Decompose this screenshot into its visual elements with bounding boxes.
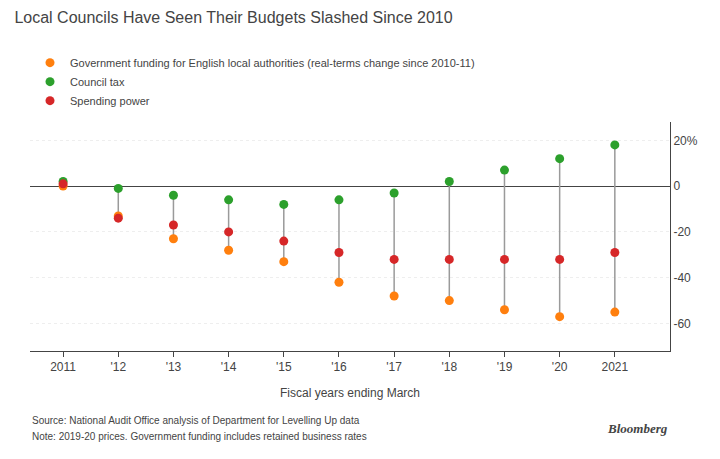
svg-text:-60: -60 <box>673 317 691 331</box>
svg-text:'14: '14 <box>221 360 237 374</box>
svg-text:'19: '19 <box>497 360 513 374</box>
svg-text:Source: National Audit Office: Source: National Audit Office analysis o… <box>32 415 360 426</box>
svg-text:2021: 2021 <box>601 360 628 374</box>
svg-text:-40: -40 <box>673 271 691 285</box>
svg-text:'20: '20 <box>552 360 568 374</box>
svg-text:'17: '17 <box>386 360 402 374</box>
svg-text:'18: '18 <box>441 360 457 374</box>
svg-text:-20: -20 <box>673 225 691 239</box>
svg-text:'13: '13 <box>166 360 182 374</box>
svg-text:'16: '16 <box>331 360 347 374</box>
svg-text:0: 0 <box>673 179 680 193</box>
svg-text:Fiscal years ending March: Fiscal years ending March <box>280 386 420 400</box>
svg-text:2011: 2011 <box>50 360 76 374</box>
svg-text:'15: '15 <box>276 360 292 374</box>
svg-text:Local Councils Have Seen Their: Local Councils Have Seen Their Budgets S… <box>14 9 452 26</box>
svg-text:'12: '12 <box>110 360 126 374</box>
svg-text:Bloomberg: Bloomberg <box>607 421 668 436</box>
svg-text:20%: 20% <box>673 134 697 148</box>
svg-text:Government funding for English: Government funding for English local aut… <box>70 57 475 69</box>
svg-text:Note: 2019-20 prices. Governme: Note: 2019-20 prices. Government funding… <box>32 431 367 442</box>
svg-text:Spending power: Spending power <box>70 95 150 107</box>
svg-text:Council tax: Council tax <box>70 76 125 88</box>
